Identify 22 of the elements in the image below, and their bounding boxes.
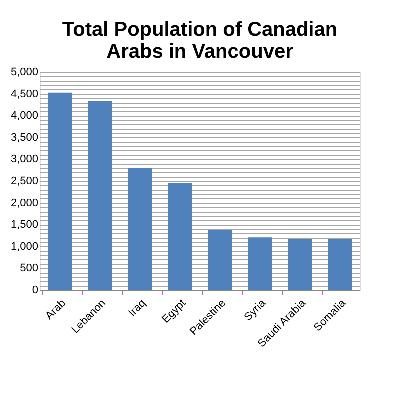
y-tick-label: 4,500	[10, 88, 38, 100]
y-tick-label: 500	[20, 262, 38, 275]
bar	[48, 92, 72, 290]
bar	[288, 239, 312, 290]
text: Total Population of Canadian	[62, 19, 338, 41]
text: Arabs in Vancouver	[106, 41, 294, 63]
y-tick-label: 2,500	[10, 176, 38, 188]
bar	[88, 101, 112, 290]
y-tick-label: 0	[32, 284, 38, 296]
y-tick-label: 3,000	[10, 154, 38, 166]
bar	[208, 230, 232, 290]
y-tick-label: 3,500	[10, 132, 38, 144]
y-tick-label: 1,000	[10, 240, 38, 253]
y-tick-label: 4,000	[10, 110, 38, 122]
x-tick-label: Iraq	[126, 298, 148, 320]
bar	[328, 239, 352, 290]
bar	[248, 238, 272, 290]
y-tick-label: 2,000	[10, 197, 38, 210]
bar	[168, 183, 192, 290]
y-tick-label: 1,500	[10, 219, 38, 232]
bar	[128, 168, 152, 290]
y-tick-label: 5,000	[10, 66, 38, 78]
